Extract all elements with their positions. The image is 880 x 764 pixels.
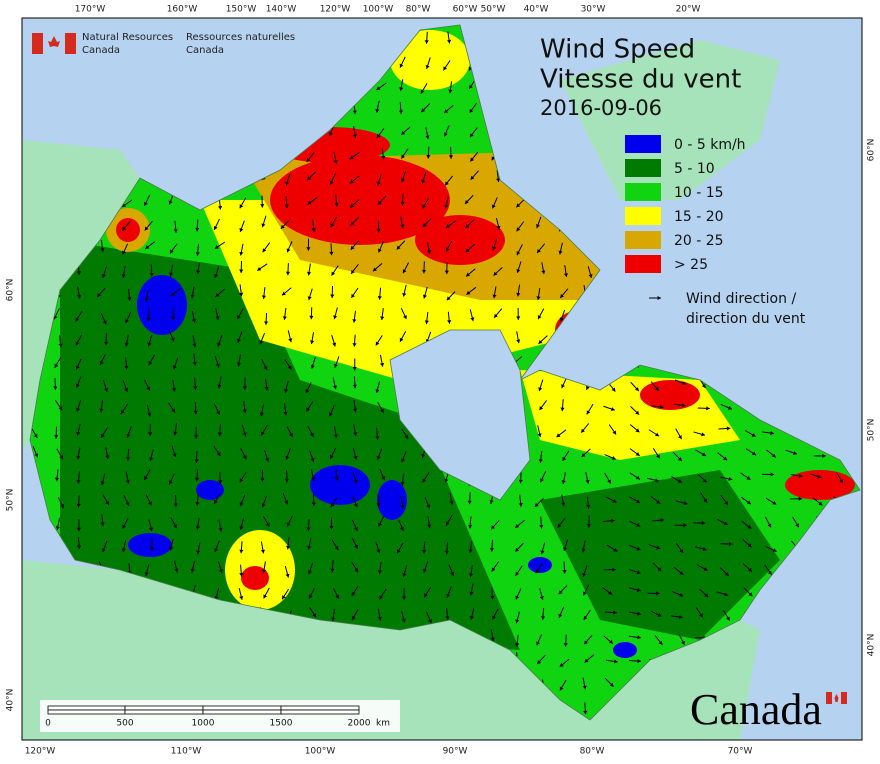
latitude-label: 50°N — [6, 489, 16, 512]
scale-bar-background — [40, 700, 400, 732]
longitude-label: 120°W — [320, 5, 351, 15]
zone — [640, 380, 700, 410]
longitude-label: 60°W — [453, 5, 478, 15]
zone — [137, 275, 187, 335]
longitude-label: 120°W — [25, 747, 56, 757]
flag-bar — [65, 33, 76, 54]
legend-label: 20 - 25 — [674, 233, 724, 249]
longitude-label: 40°W — [524, 5, 549, 15]
zone — [528, 557, 552, 573]
longitude-label: 100°W — [305, 747, 336, 757]
legend-swatch — [625, 159, 661, 177]
longitude-label: 50°W — [481, 5, 506, 15]
flag-bar — [841, 692, 847, 704]
legend-swatch — [625, 255, 661, 273]
scale-segment — [125, 710, 203, 714]
legend-swatch — [625, 231, 661, 249]
longitude-label: 100°W — [363, 5, 394, 15]
legend-swatch — [625, 207, 661, 225]
legend-label: 10 - 15 — [674, 185, 724, 201]
longitude-label: 70°W — [728, 747, 753, 757]
zone — [310, 465, 370, 505]
scale-segment — [48, 710, 125, 714]
date: 2016-09-06 — [540, 96, 662, 120]
legend-label: > 25 — [674, 257, 708, 273]
scale-segment — [125, 706, 203, 710]
scale-label: 500 — [116, 719, 133, 729]
title: Wind Speed — [540, 35, 695, 65]
zone — [116, 218, 140, 242]
scale-label: 1000 — [192, 719, 215, 729]
longitude-label: 110°W — [171, 747, 202, 757]
longitude-label: 20°W — [676, 5, 701, 15]
scale-segment — [281, 710, 359, 714]
scale-label: 1500 — [270, 719, 293, 729]
flag-bar — [826, 692, 832, 704]
agency-fr: Canada — [186, 45, 224, 56]
agency-fr: Ressources naturelles — [186, 32, 295, 43]
longitude-label: 80°W — [406, 5, 431, 15]
zone — [377, 480, 407, 520]
legend-label: direction du vent — [686, 311, 806, 327]
latitude-label: 50°N — [867, 419, 877, 442]
legend-label: 5 - 10 — [674, 161, 715, 177]
longitude-label: 170°W — [75, 5, 106, 15]
legend-swatch — [625, 135, 661, 153]
zone — [241, 566, 269, 590]
agency-en: Canada — [82, 45, 120, 56]
scale-label: 2000 — [348, 719, 371, 729]
title: Vitesse du vent — [540, 65, 741, 95]
agency-en: Natural Resources — [82, 32, 173, 43]
scale-segment — [203, 710, 281, 714]
latitude-label: 40°N — [867, 634, 877, 657]
scale-segment — [281, 706, 359, 710]
latitude-label: 60°N — [6, 279, 16, 302]
scale-label: 0 — [45, 719, 51, 729]
zone — [613, 642, 637, 658]
longitude-label: 160°W — [167, 5, 198, 15]
zone — [128, 533, 172, 557]
latitude-label: 60°N — [867, 139, 877, 162]
scale-unit: km — [376, 719, 390, 729]
longitude-label: 140°W — [266, 5, 297, 15]
longitude-label: 90°W — [443, 747, 468, 757]
legend-swatch — [625, 183, 661, 201]
latitude-label: 40°N — [6, 689, 16, 712]
flag-bar — [32, 33, 43, 54]
longitude-label: 30°W — [581, 5, 606, 15]
wordmark: Canada — [690, 685, 822, 734]
legend-label: 0 - 5 km/h — [674, 137, 746, 153]
scale-segment — [48, 706, 125, 710]
legend-label: 15 - 20 — [674, 209, 724, 225]
scale-bar: 0 500 1000 1500 2000 km — [40, 700, 400, 732]
longitude-label: 80°W — [580, 747, 605, 757]
legend-label: Wind direction / — [686, 291, 796, 307]
longitude-label: 150°W — [226, 5, 257, 15]
zone — [415, 215, 505, 265]
scale-segment — [203, 706, 281, 710]
